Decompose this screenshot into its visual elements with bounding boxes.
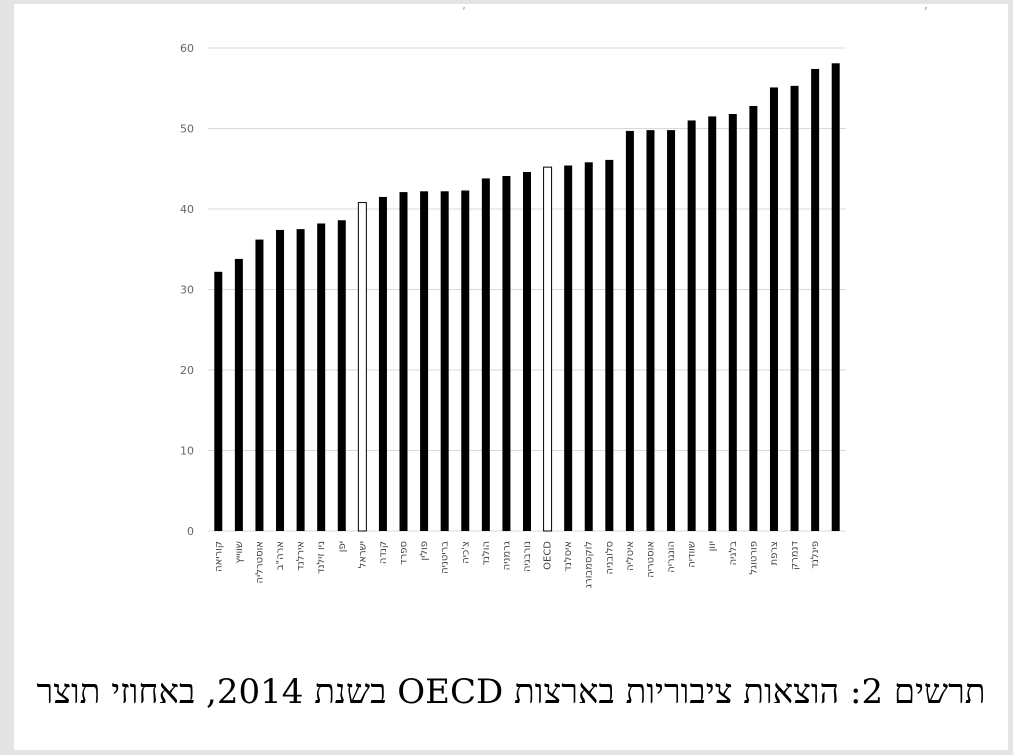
x-tick-label: איטליה <box>625 541 636 571</box>
x-tick-label: סלובניה <box>604 541 615 574</box>
bar <box>481 178 490 531</box>
stray-mark-left: ’ <box>462 5 466 19</box>
y-tick-label: 0 <box>187 525 194 538</box>
bar <box>564 165 573 531</box>
bar <box>605 159 614 531</box>
x-tick-label: צ'כיה <box>460 541 471 564</box>
x-tick-label: פינלנד <box>810 541 821 569</box>
x-tick-label: שוודיה <box>687 541 698 568</box>
bar <box>667 130 676 532</box>
bar <box>687 120 696 531</box>
bar <box>769 87 778 531</box>
bar <box>378 196 387 532</box>
x-tick-label: שווייץ <box>234 541 245 563</box>
x-tick-label: נורבגיה <box>522 541 533 572</box>
x-tick-label: לוקסמבורג <box>584 541 595 588</box>
x-tick-label: קנדה <box>378 541 389 564</box>
y-tick-label: 10 <box>180 445 194 458</box>
x-tick-label: איסלנד <box>563 541 574 572</box>
bar <box>296 229 305 531</box>
bar <box>749 105 758 532</box>
bar <box>234 258 243 531</box>
x-axis-labels: קוריאה שווייץ אוסטרליה ארה"ב אירלנד ניו זילנד… <box>213 540 821 588</box>
x-tick-label: ספרד <box>399 541 410 565</box>
bar <box>502 175 511 531</box>
y-tick-label: 50 <box>180 123 194 136</box>
bar <box>214 271 223 531</box>
bar <box>399 192 408 531</box>
x-tick-label: פולין <box>419 541 430 561</box>
x-tick-label: ישראל <box>357 541 368 568</box>
y-tick-label: 60 <box>180 42 194 55</box>
x-tick-label: יפן <box>337 541 348 552</box>
x-tick-label: אוסטרליה <box>254 541 265 583</box>
x-tick-label: הולנד <box>481 541 492 565</box>
bar <box>357 202 367 532</box>
bar <box>728 114 737 531</box>
bar <box>584 162 593 531</box>
bar <box>831 63 840 532</box>
x-tick-label: ניו זילנד <box>316 541 327 574</box>
bar <box>440 191 449 532</box>
x-tick-label: יוון <box>707 541 718 551</box>
bar <box>255 239 264 531</box>
bar <box>646 130 655 532</box>
slide: 0 10 20 30 40 50 60 קוריאה שווייץ אוסטרליה ארה"ב א… <box>14 4 1008 750</box>
x-tick-label: גרמניה <box>501 541 512 570</box>
bar <box>790 85 799 532</box>
bar <box>708 116 717 532</box>
x-tick-label: בלגיה <box>728 541 739 566</box>
y-axis-ticks: 0 10 20 30 40 50 60 <box>180 42 194 538</box>
bar-chart: 0 10 20 30 40 50 60 קוריאה שווייץ אוסטרליה ארה"ב א… <box>180 5 928 588</box>
x-tick-label: צרפת <box>769 541 780 565</box>
bar <box>523 171 531 531</box>
bar <box>276 229 285 531</box>
x-tick-label: אוסטריה <box>645 541 656 578</box>
bar <box>317 223 326 532</box>
y-tick-label: 20 <box>180 364 194 377</box>
bar <box>543 166 553 532</box>
y-tick-label: 30 <box>180 284 194 297</box>
bar <box>461 190 470 532</box>
x-tick-label: OECD <box>543 541 554 570</box>
bar <box>337 220 346 531</box>
x-tick-label: ארה"ב <box>275 541 286 570</box>
x-tick-label: בריטניה <box>440 541 451 574</box>
bars <box>214 63 840 532</box>
y-tick-label: 40 <box>180 203 194 216</box>
x-tick-label: אירלנד <box>296 541 307 571</box>
bar <box>811 68 820 532</box>
x-tick-label: פורטוגל <box>748 541 759 575</box>
x-tick-label: קוריאה <box>213 541 224 572</box>
bar <box>420 191 429 532</box>
stray-mark-right: ’ <box>924 5 928 19</box>
x-tick-label: הונגריה <box>666 541 677 573</box>
bar <box>625 130 634 531</box>
chart-caption: תרשים 2: הוצאות ציבוריות בארצות OECD בשנ… <box>36 672 986 712</box>
x-tick-label: דנמרק <box>790 540 801 570</box>
top-marks: ’ ’ <box>462 5 928 19</box>
